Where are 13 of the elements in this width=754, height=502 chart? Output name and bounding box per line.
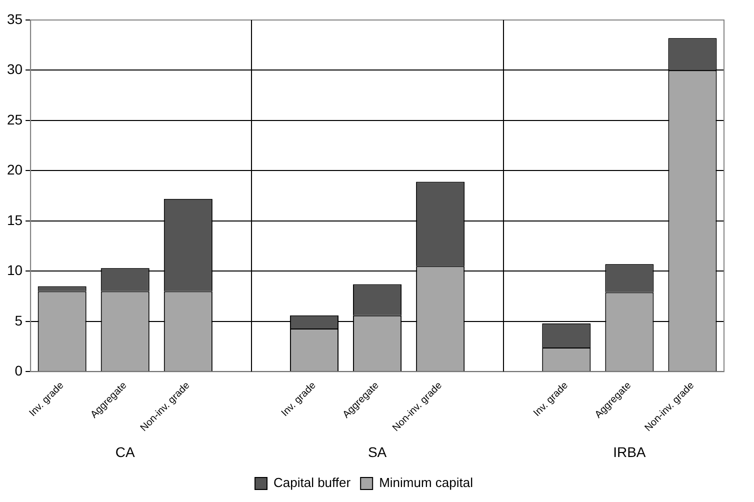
text: SA [368, 444, 388, 460]
y-tick-label: 20 [6, 162, 23, 178]
y-tick-label: 25 [6, 111, 23, 128]
legend-label: Capital buffer [274, 475, 352, 490]
y-tick-label: 10 [6, 262, 23, 278]
y-tick-label: 30 [6, 61, 23, 78]
text: CA [115, 444, 136, 460]
y-tick-label: 15 [6, 212, 23, 228]
text: IRBA [613, 444, 646, 460]
y-tick-label: 5 [14, 312, 23, 328]
y-tick-label: 0 [14, 362, 23, 379]
y-tick-label: 35 [6, 10, 23, 27]
legend-label: Minimum capital [379, 475, 474, 490]
